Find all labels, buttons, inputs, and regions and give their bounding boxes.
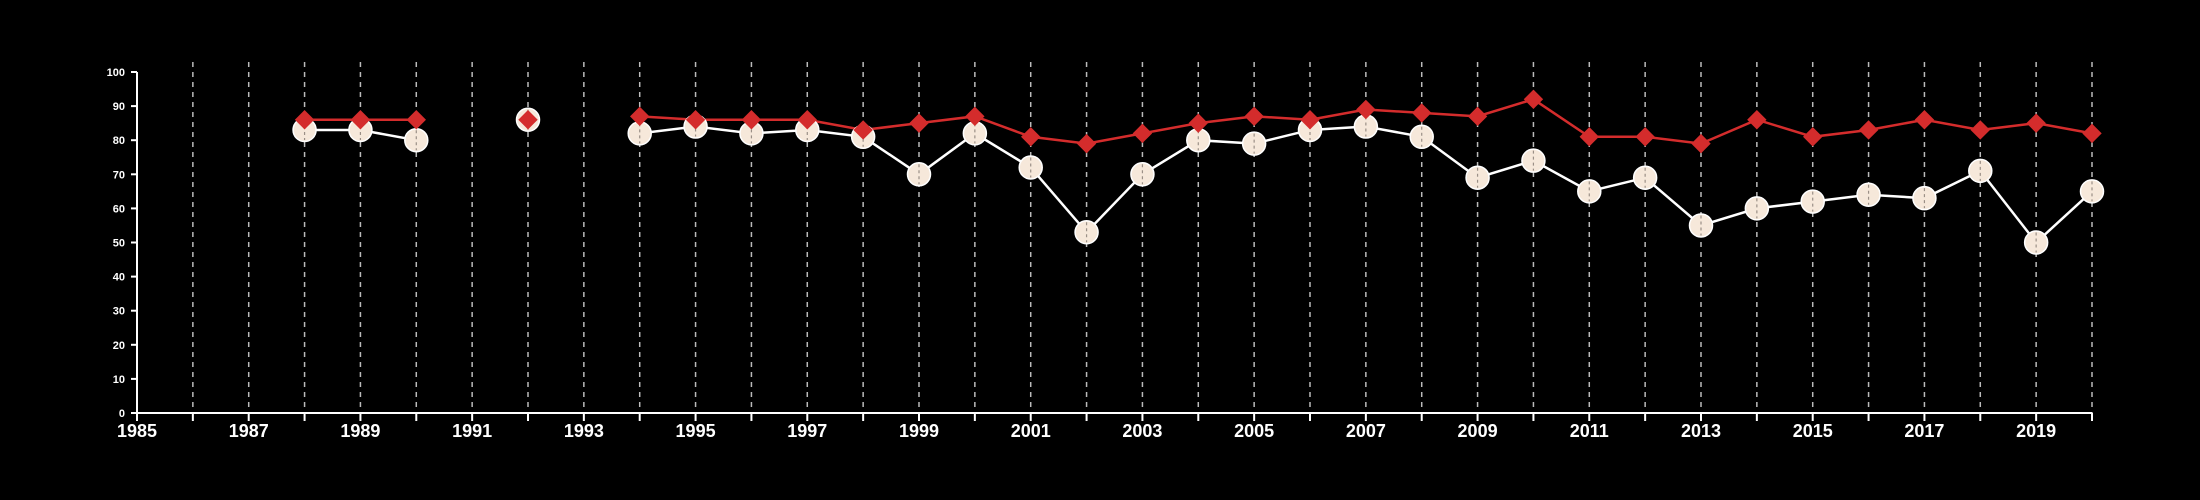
x-tick-label-1995: 1995 bbox=[676, 421, 716, 441]
circle-point-2008 bbox=[1409, 124, 1434, 150]
x-tick-label-2007: 2007 bbox=[1346, 421, 1386, 441]
diamond-point-2015 bbox=[1803, 127, 1823, 147]
circle-point-2012 bbox=[1632, 165, 1658, 190]
diamond-point-2011 bbox=[1579, 127, 1599, 147]
x-tick-label-1997: 1997 bbox=[787, 421, 827, 441]
circle-point-2016 bbox=[1856, 182, 1881, 208]
diamond-point-2013 bbox=[1691, 133, 1711, 154]
diamond-point-2002 bbox=[1076, 133, 1097, 154]
series-layer bbox=[292, 89, 2105, 255]
diamond-point-1998 bbox=[853, 120, 873, 140]
x-tick-label-2017: 2017 bbox=[1904, 421, 1944, 441]
diamond-point-2018 bbox=[1970, 120, 1990, 140]
x-tick-label-1999: 1999 bbox=[899, 421, 939, 441]
circle-point-2003 bbox=[1130, 162, 1155, 187]
y-tick-label-80: 80 bbox=[113, 135, 125, 147]
y-tick-label-90: 90 bbox=[113, 101, 125, 113]
circle-point-2009 bbox=[1465, 165, 1490, 190]
y-tick-label-40: 40 bbox=[113, 272, 125, 284]
x-tick-label-2015: 2015 bbox=[1793, 421, 1833, 441]
circle-point-2002 bbox=[1074, 220, 1099, 245]
diamond-point-2009 bbox=[1467, 106, 1488, 127]
diamond-point-2010 bbox=[1523, 89, 1544, 109]
diamond-point-2001 bbox=[1021, 127, 1041, 147]
y-tick-label-60: 60 bbox=[113, 203, 125, 215]
circle-point-2001 bbox=[1018, 155, 1043, 180]
y-tick-label-100: 100 bbox=[107, 67, 125, 79]
circle-point-2017 bbox=[1912, 185, 1937, 211]
diamond-point-2016 bbox=[1858, 120, 1879, 140]
diamond-point-1999 bbox=[909, 113, 929, 133]
x-tick-label-2001: 2001 bbox=[1011, 421, 1051, 441]
x-tick-label-2019: 2019 bbox=[2016, 421, 2056, 441]
diamond-point-2020 bbox=[2082, 123, 2102, 144]
circle-point-2014 bbox=[1744, 196, 1770, 221]
y-tick-label-30: 30 bbox=[113, 306, 125, 318]
diamond-point-1988 bbox=[294, 110, 315, 130]
x-tick-label-1985: 1985 bbox=[117, 421, 157, 441]
y-tick-label-20: 20 bbox=[113, 340, 125, 352]
x-tick-label-2005: 2005 bbox=[1234, 421, 1274, 441]
diamond-point-1989 bbox=[350, 110, 371, 130]
diamond-point-2000 bbox=[965, 106, 985, 127]
diamond-point-2019 bbox=[2026, 113, 2046, 133]
diamond-point-2006 bbox=[1300, 110, 1320, 130]
grid-layer bbox=[192, 62, 2093, 413]
diamond-point-1995 bbox=[685, 110, 706, 130]
diamond-point-1992 bbox=[518, 110, 538, 130]
diamond-point-2005 bbox=[1244, 106, 1264, 127]
circle-point-2005 bbox=[1241, 131, 1267, 156]
x-tick-label-1989: 1989 bbox=[340, 421, 380, 441]
diamond-point-1997 bbox=[797, 110, 817, 130]
x-tick-label-2013: 2013 bbox=[1681, 421, 1721, 441]
y-tick-label-50: 50 bbox=[113, 238, 125, 250]
x-tick-label-1991: 1991 bbox=[452, 421, 492, 441]
x-tick-label-1993: 1993 bbox=[564, 421, 604, 441]
diamond-point-2004 bbox=[1188, 113, 1208, 133]
circle-point-2015 bbox=[1800, 189, 1825, 214]
diamond-point-2007 bbox=[1356, 99, 1376, 120]
circle-point-2013 bbox=[1688, 213, 1714, 238]
diamond-point-1994 bbox=[630, 106, 650, 127]
x-tick-label-2003: 2003 bbox=[1122, 421, 1162, 441]
diamond-point-1996 bbox=[741, 110, 762, 130]
y-tick-label-70: 70 bbox=[113, 169, 125, 181]
circle-point-2011 bbox=[1577, 179, 1602, 204]
diamond-point-2003 bbox=[1132, 123, 1153, 144]
y-tick-label-10: 10 bbox=[113, 374, 125, 386]
diamond-point-2008 bbox=[1412, 103, 1432, 123]
axes-layer: 0 10 20 30 40 50 60 70 80 90 100 1985 1987 1989 1991 19… bbox=[107, 67, 2093, 441]
diamond-point-2014 bbox=[1747, 110, 1767, 130]
circle-point-2020 bbox=[2079, 179, 2105, 204]
diamond-point-2012 bbox=[1635, 127, 1655, 147]
circle-point-1999 bbox=[906, 162, 932, 187]
circle-point-2010 bbox=[1521, 148, 1546, 173]
x-tick-label-1987: 1987 bbox=[229, 421, 269, 441]
diamond-point-2017 bbox=[1914, 110, 1935, 130]
diamond-point-1990 bbox=[406, 110, 426, 130]
circle-point-2018 bbox=[1968, 158, 1993, 184]
y-tick-label-0: 0 bbox=[119, 408, 125, 420]
x-tick-label-2011: 2011 bbox=[1570, 421, 1609, 441]
x-tick-label-2009: 2009 bbox=[1458, 421, 1498, 441]
circle-point-2019 bbox=[2023, 230, 2049, 255]
